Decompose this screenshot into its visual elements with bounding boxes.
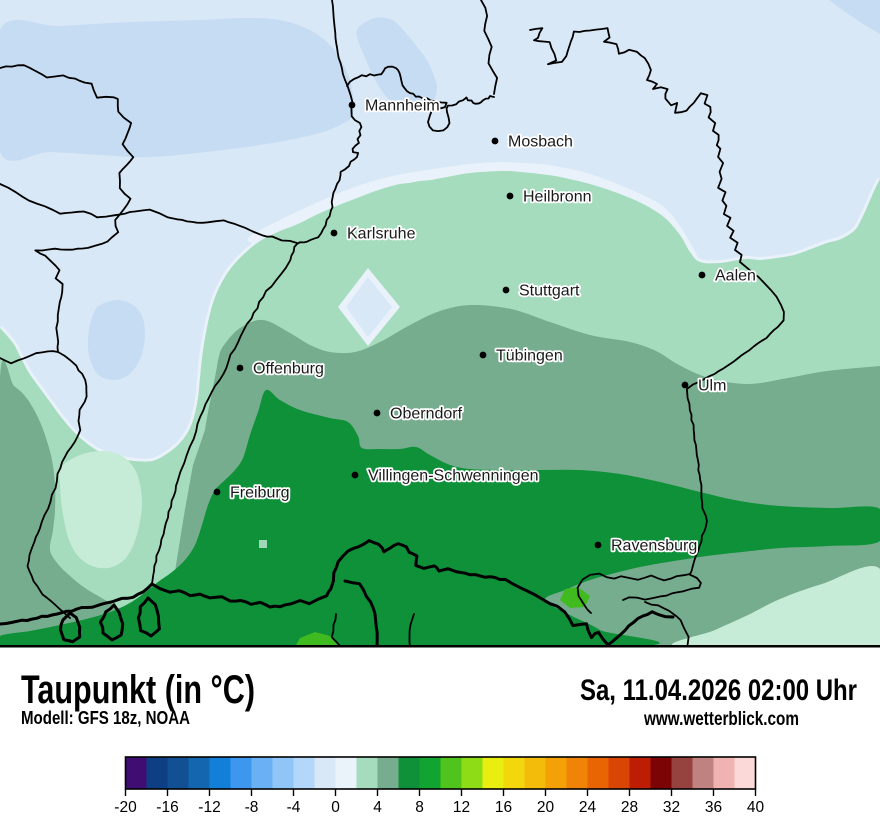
svg-text:20: 20 [537, 799, 555, 816]
svg-text:-16: -16 [156, 799, 178, 816]
svg-text:Offenburg: Offenburg [253, 361, 324, 378]
svg-text:Heilbronn: Heilbronn [523, 189, 591, 206]
svg-text:-4: -4 [287, 799, 301, 816]
svg-text:8: 8 [415, 799, 424, 816]
svg-text:Stuttgart: Stuttgart [519, 283, 580, 300]
svg-text:Karlsruhe: Karlsruhe [347, 226, 416, 243]
svg-text:16: 16 [495, 799, 512, 816]
svg-text:www.wetterblick.com: www.wetterblick.com [643, 709, 799, 730]
svg-text:Tübingen: Tübingen [496, 348, 563, 365]
svg-text:Ulm: Ulm [698, 378, 726, 395]
svg-text:4: 4 [373, 799, 382, 816]
svg-text:Oberndorf: Oberndorf [390, 406, 463, 423]
svg-text:40: 40 [747, 799, 765, 816]
svg-text:Mannheim: Mannheim [365, 98, 440, 115]
svg-text:Taupunkt (in °C): Taupunkt (in °C) [21, 668, 255, 712]
svg-text:Villingen-Schwenningen: Villingen-Schwenningen [368, 468, 539, 485]
svg-text:12: 12 [453, 799, 470, 816]
svg-text:0: 0 [331, 799, 340, 816]
svg-text:24: 24 [579, 799, 597, 816]
svg-text:28: 28 [621, 799, 638, 816]
svg-text:-20: -20 [114, 799, 137, 816]
svg-text:Freiburg: Freiburg [230, 485, 290, 502]
svg-text:-12: -12 [198, 799, 220, 816]
svg-text:Mosbach: Mosbach [508, 134, 573, 151]
svg-text:36: 36 [705, 799, 722, 816]
svg-text:Sa, 11.04.2026 02:00 Uhr: Sa, 11.04.2026 02:00 Uhr [580, 674, 857, 707]
svg-text:Ravensburg: Ravensburg [611, 538, 697, 555]
svg-text:Modell: GFS 18z, NOAA: Modell: GFS 18z, NOAA [21, 708, 190, 728]
svg-text:32: 32 [663, 799, 680, 816]
svg-text:-8: -8 [245, 799, 259, 816]
svg-text:Aalen: Aalen [715, 268, 756, 285]
